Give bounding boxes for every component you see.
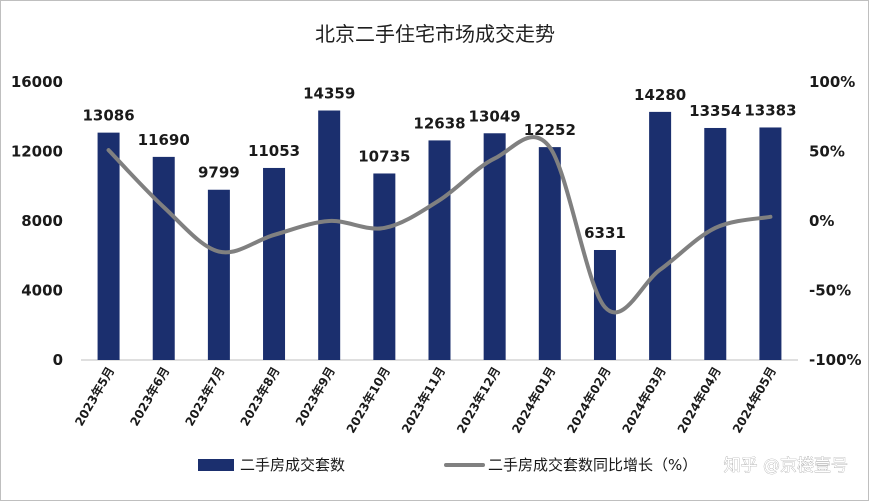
x-tick-label: 2023年12月: [453, 364, 503, 436]
yoy-growth-line: [106, 135, 773, 315]
legend-bar-label: 二手房成交套数: [240, 456, 345, 474]
bar-data-label: 13086: [82, 107, 134, 125]
left-axis: 0 4000 8000 12000 16000: [11, 73, 63, 369]
right-tick-label: 100%: [809, 73, 855, 91]
bar: [483, 133, 506, 360]
left-tick-label: 8000: [21, 212, 63, 230]
bar: [538, 147, 561, 360]
bar-data-label: 14359: [303, 85, 355, 103]
legend-line-label: 二手房成交套数同比增长（%）: [488, 456, 697, 474]
left-tick-label: 4000: [21, 282, 63, 300]
x-tick-label: 2024年05月: [729, 364, 779, 436]
bar-data-label: 12638: [413, 114, 465, 132]
right-axis: -100% -50% 0% 50% 100%: [809, 73, 862, 369]
bar-data-label: 6331: [584, 224, 626, 242]
bar: [428, 140, 451, 360]
x-tick-label: 2023年5月: [71, 364, 117, 428]
bar-series: [97, 110, 782, 361]
line-series: [106, 135, 773, 315]
x-tick-label: 2023年8月: [237, 364, 283, 428]
x-tick-label: 2023年6月: [126, 364, 172, 428]
legend-bar-swatch: [198, 459, 234, 471]
chart-title: 北京二手住宅市场成交走势: [315, 22, 555, 46]
right-tick-label: -50%: [809, 282, 851, 300]
bar-data-label: 14280: [634, 86, 686, 104]
left-tick-label: 0: [53, 351, 63, 369]
bar: [263, 167, 286, 360]
x-tick-label: 2024年01月: [508, 364, 558, 436]
bar-data-label: 13049: [469, 107, 521, 125]
right-tick-label: 0%: [809, 212, 834, 230]
x-tick-label: 2024年04月: [674, 364, 724, 436]
bar-data-label: 13354: [689, 102, 741, 120]
right-tick-label: 50%: [809, 143, 845, 161]
bar-data-label: 13383: [744, 101, 796, 119]
x-tick-label: 2024年03月: [619, 364, 669, 436]
bar: [649, 111, 672, 360]
bar-data-label: 9799: [198, 164, 240, 182]
x-tick-label: 2023年9月: [292, 364, 338, 428]
left-tick-label: 16000: [11, 73, 63, 91]
x-tick-label: 2023年11月: [398, 364, 448, 436]
x-axis-ticks: 2023年5月 2023年6月 2023年7月 2023年8月 2023年9月 2023年…: [71, 364, 779, 436]
bar: [373, 173, 396, 360]
bar: [318, 110, 341, 360]
right-tick-label: -100%: [809, 351, 862, 369]
bar-data-label: 12252: [524, 121, 576, 139]
bar: [207, 189, 230, 360]
watermark: 知乎 @京楼壹号: [724, 456, 848, 476]
legend: 二手房成交套数 二手房成交套数同比增长（%）: [198, 456, 697, 474]
bar-data-label: 11053: [248, 142, 300, 160]
bar-data-label: 10735: [358, 147, 410, 165]
left-tick-label: 12000: [11, 143, 63, 161]
x-tick-label: 2023年10月: [343, 364, 393, 436]
bar: [152, 156, 175, 360]
x-tick-label: 2024年02月: [564, 364, 614, 436]
x-tick-label: 2023年7月: [182, 364, 228, 428]
bar: [759, 127, 782, 361]
bar-data-label: 11690: [138, 131, 190, 149]
bar: [704, 127, 727, 361]
bar: [97, 132, 120, 360]
